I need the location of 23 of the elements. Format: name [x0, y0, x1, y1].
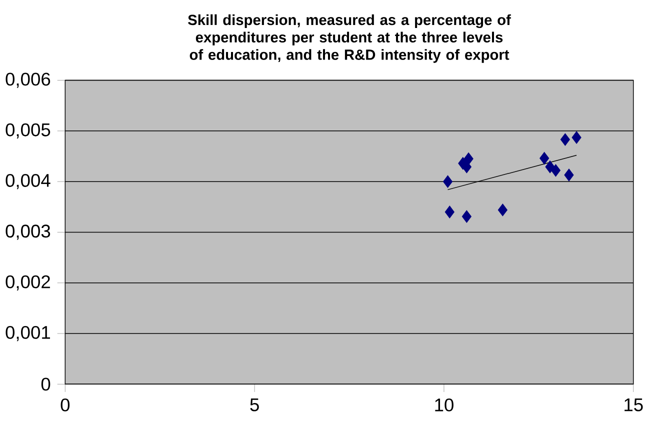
x-tick-label: 5 — [250, 398, 259, 412]
point — [442, 175, 453, 188]
point — [464, 152, 474, 165]
y-tick-label: 0,003 — [6, 224, 50, 240]
point — [560, 133, 570, 146]
x-tick-label: 15 — [624, 398, 643, 412]
point — [540, 152, 550, 164]
y-tick-label: 0,004 — [6, 174, 50, 189]
y-tick-label: 0,005 — [6, 123, 50, 138]
y-tick-label: 0,001 — [6, 326, 50, 341]
y-tick-label: 0 — [41, 378, 50, 390]
point — [545, 160, 555, 173]
point — [498, 204, 508, 216]
chart-title: Skill dispersion, measured as a percentage of expenditures per student at the three levels of education, and the R&D intensity of export — [188, 14, 511, 63]
y-tick-label: 0,006 — [6, 72, 50, 88]
point — [462, 210, 472, 223]
y-tick-label: 0,002 — [6, 275, 50, 290]
point — [444, 206, 454, 218]
point — [572, 131, 582, 144]
point — [550, 164, 560, 176]
x-tick-label: 0 — [60, 398, 70, 412]
x-tick-label: 10 — [435, 398, 454, 412]
point — [564, 168, 574, 182]
